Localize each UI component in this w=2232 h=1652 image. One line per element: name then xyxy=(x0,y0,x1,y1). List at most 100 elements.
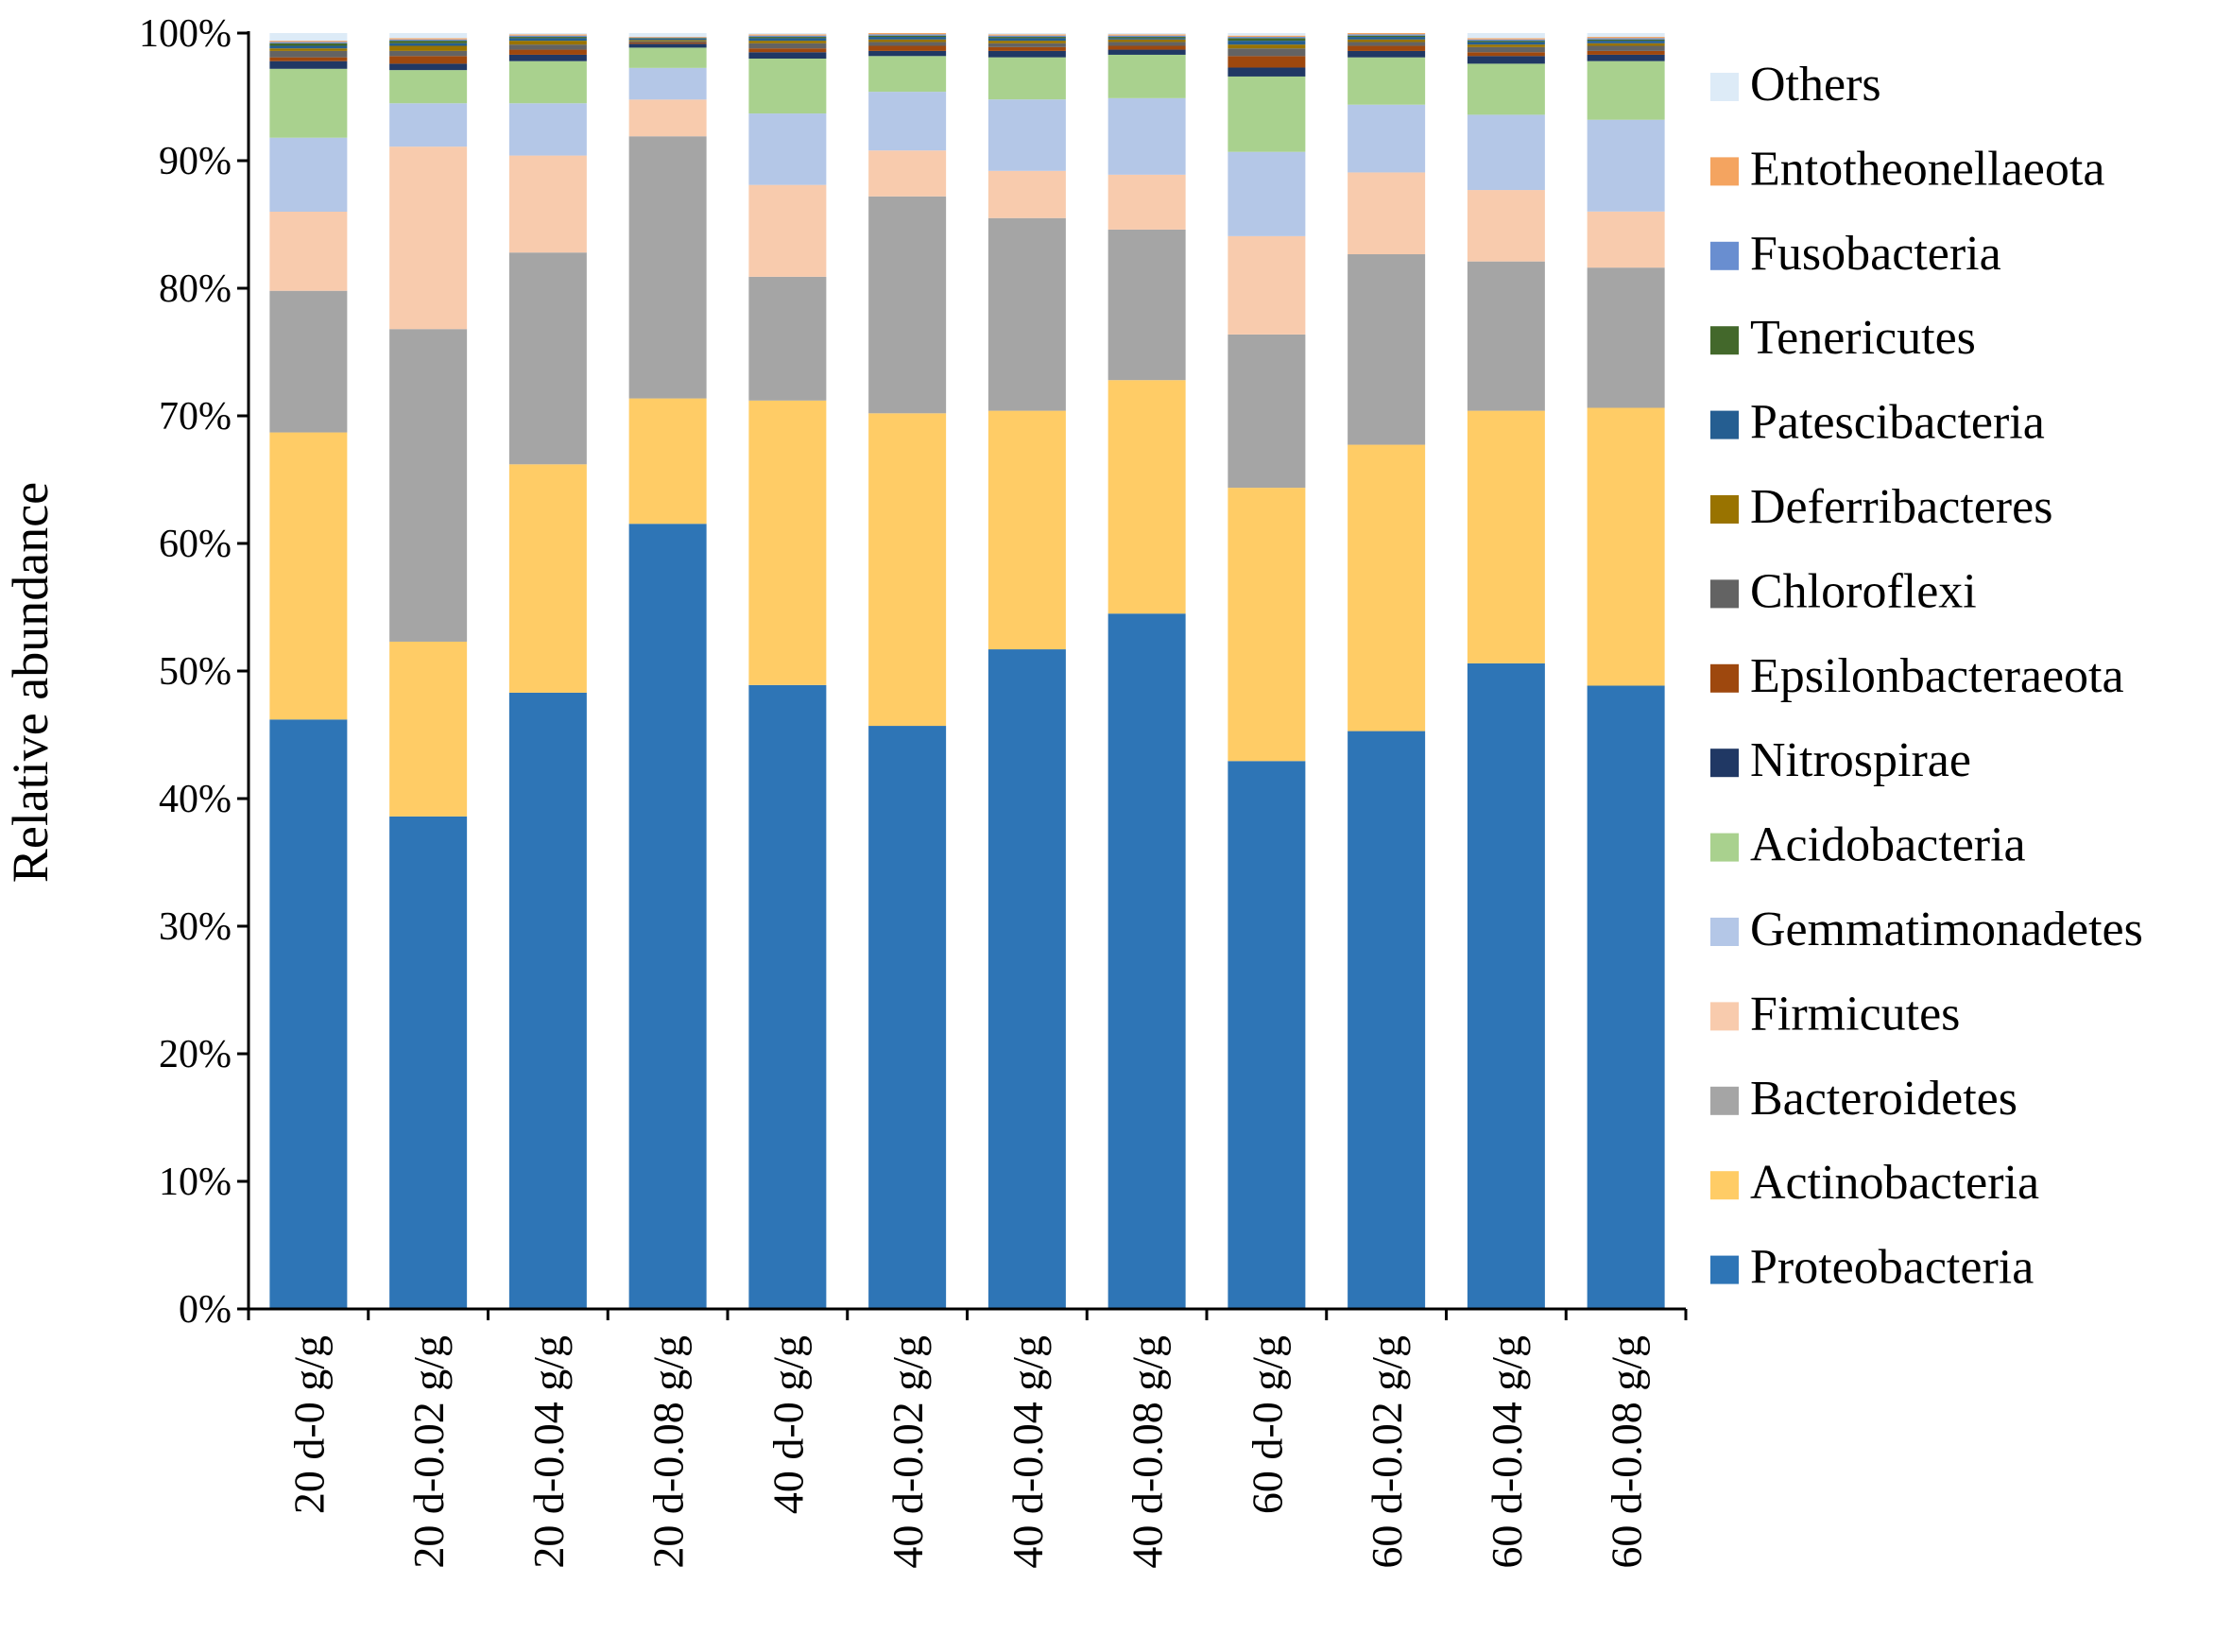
bar-segment-patescibacteria xyxy=(508,38,587,42)
bar-segment-entotheonellaeota xyxy=(1107,34,1186,36)
bar-segment-firmicutes xyxy=(1348,172,1426,255)
x-tick-label: 60 d-0.02 g/g xyxy=(1363,1335,1411,1569)
legend-swatch-chloroflexi xyxy=(1710,579,1739,609)
bar-segment-others xyxy=(389,33,468,39)
x-tick-label: 60 d-0.04 g/g xyxy=(1483,1335,1531,1569)
bar-segment-others xyxy=(1107,33,1186,35)
bar-segment-actinobacteria xyxy=(1348,444,1426,731)
x-tick-label: 20 d-0.02 g/g xyxy=(404,1335,453,1569)
x-tick-label: 40 d-0.08 g/g xyxy=(1124,1335,1172,1569)
bar-segment-tenericutes xyxy=(1467,41,1545,43)
bar-segment-gemmatimonadetes xyxy=(868,92,947,151)
bar-segment-fusobacteria xyxy=(269,42,348,43)
legend-label-others: Others xyxy=(1750,58,1881,112)
legend-swatch-deferribacteres xyxy=(1710,495,1739,524)
bar-segment-others xyxy=(269,33,348,42)
bar-segment-deferribacteres xyxy=(1107,39,1186,43)
bar-segment-patescibacteria xyxy=(868,37,947,40)
bar-segment-nitrospirae xyxy=(389,63,468,71)
bar-segment-tenericutes xyxy=(868,35,947,38)
bar-segment-deferribacteres xyxy=(1467,44,1545,47)
bar-segment-nitrospirae xyxy=(1587,54,1665,61)
bar-segment-deferribacteres xyxy=(748,41,827,43)
x-tick-labels: 20 d-0 g/g 20 d-0.02 g/g 20 d-0.04 g/g 20 d… xyxy=(284,1335,1650,1569)
bar-segment-tenericutes xyxy=(748,37,827,39)
bar-segment-actinobacteria xyxy=(1228,488,1306,762)
bar-segment-fusobacteria xyxy=(987,35,1066,38)
legend-swatch-actinobacteria xyxy=(1710,1171,1739,1200)
legend-label-actinobacteria: Actinobacteria xyxy=(1750,1156,2039,1210)
bar-segment-acidobacteria xyxy=(1228,76,1306,152)
bar-segment-fusobacteria xyxy=(1587,38,1665,40)
legend-label-deferribacteres: Deferribacteres xyxy=(1750,480,2052,534)
bar-segment-fusobacteria xyxy=(508,35,587,38)
bar-segment-firmicutes xyxy=(1228,235,1306,335)
bar-segment-firmicutes xyxy=(987,170,1066,218)
bar-segment-actinobacteria xyxy=(987,410,1066,650)
x-tick-label: 60 d-0 g/g xyxy=(1243,1335,1291,1514)
x-tick-label: 20 d-0.04 g/g xyxy=(524,1335,573,1569)
y-tick-label: 70% xyxy=(159,395,232,439)
bar-segment-patescibacteria xyxy=(389,43,468,46)
y-tick-labels: 0% 10% 20% 30% 40% 50% 60% 70% 80% 90% 100% xyxy=(139,12,232,1332)
bar-segment-acidobacteria xyxy=(269,68,348,138)
legend: Others Entotheonellaeota Fusobacteria Tener… xyxy=(1710,58,2143,1295)
bar-segment-entotheonellaeota xyxy=(1348,33,1426,35)
bar-segment-deferribacteres xyxy=(508,41,587,45)
bar-segment-actinobacteria xyxy=(508,464,587,693)
x-tick-label: 40 d-0.02 g/g xyxy=(884,1335,932,1569)
legend-swatch-epsilonbacteraeota xyxy=(1710,663,1739,693)
legend-swatch-firmicutes xyxy=(1710,1002,1739,1031)
bar-segment-bacteroidetes xyxy=(1107,229,1186,381)
y-tick-label: 40% xyxy=(159,778,232,821)
bar-segment-firmicutes xyxy=(1467,190,1545,262)
y-tick-label: 10% xyxy=(159,1161,232,1204)
x-tick-label: 40 d-0 g/g xyxy=(764,1335,812,1514)
legend-label-tenericutes: Tenericutes xyxy=(1750,311,1976,365)
bar-segment-chloroflexi xyxy=(389,50,468,57)
bar-segment-epsilonbacteraeota xyxy=(1228,56,1306,68)
bar-segment-nitrospirae xyxy=(1228,67,1306,77)
bar-segment-gemmatimonadetes xyxy=(1587,119,1665,212)
y-tick-label: 80% xyxy=(159,267,232,311)
bar-segment-patescibacteria xyxy=(1107,38,1186,40)
bar-segment-chloroflexi xyxy=(748,43,827,49)
bar-segment-others xyxy=(1467,33,1545,39)
bar-segment-entotheonellaeota xyxy=(508,34,587,36)
bar-segment-tenericutes xyxy=(1107,37,1186,39)
bar-segment-proteobacteria xyxy=(389,816,468,1309)
bar-segment-bacteroidetes xyxy=(628,136,707,399)
bar-segment-entotheonellaeota xyxy=(1228,35,1306,38)
bar-segment-epsilonbacteraeota xyxy=(508,49,587,55)
x-tick-label: 40 d-0.04 g/g xyxy=(1004,1335,1052,1569)
bar-segment-nitrospirae xyxy=(987,50,1066,58)
bar-segment-gemmatimonadetes xyxy=(628,67,707,100)
bar-segment-entotheonellaeota xyxy=(1587,37,1665,39)
y-tick-label: 30% xyxy=(159,905,232,949)
bar-segment-fusobacteria xyxy=(1348,34,1426,36)
bar-segment-firmicutes xyxy=(868,150,947,197)
bar-segment-chloroflexi xyxy=(987,43,1066,47)
bar-segment-patescibacteria xyxy=(1467,42,1545,45)
bar-segment-chloroflexi xyxy=(269,50,348,58)
bars-layer xyxy=(269,33,1665,1309)
bar-segment-actinobacteria xyxy=(1587,407,1665,686)
bar-segment-firmicutes xyxy=(389,146,468,330)
legend-label-entotheonellaeota: Entotheonellaeota xyxy=(1750,142,2104,196)
bar-segment-others xyxy=(987,33,1066,35)
legend-swatch-proteobacteria xyxy=(1710,1255,1739,1284)
bar-segment-nitrospirae xyxy=(508,54,587,61)
bar-segment-deferribacteres xyxy=(1228,44,1306,49)
bar-segment-epsilonbacteraeota xyxy=(269,57,348,61)
bar-segment-acidobacteria xyxy=(987,57,1066,100)
bar-segment-nitrospirae xyxy=(868,50,947,57)
bar-segment-entotheonellaeota xyxy=(987,34,1066,36)
bar-segment-firmicutes xyxy=(1107,174,1186,230)
legend-label-acidobacteria: Acidobacteria xyxy=(1750,818,2026,872)
bar-segment-epsilonbacteraeota xyxy=(1107,45,1186,50)
bar-segment-epsilonbacteraeota xyxy=(868,45,947,51)
bar-segment-fusobacteria xyxy=(1107,35,1186,38)
legend-swatch-acidobacteria xyxy=(1710,833,1739,862)
bar-segment-firmicutes xyxy=(748,184,827,277)
